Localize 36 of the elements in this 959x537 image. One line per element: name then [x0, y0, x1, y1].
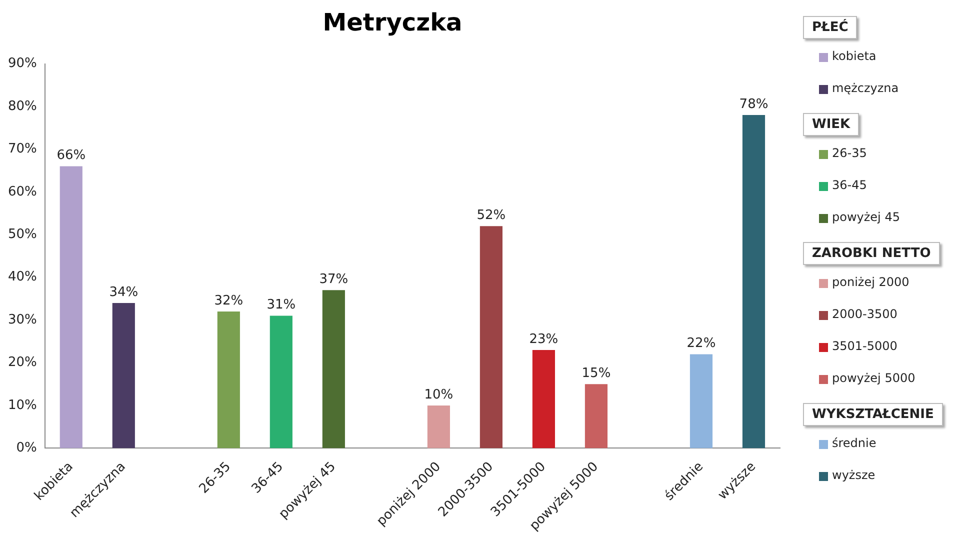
text: WYKSZTAŁCENIE [803, 403, 943, 426]
text: PŁEĆ [803, 16, 858, 39]
data-label: 66% [56, 148, 86, 164]
legend-label: powyżej 5000 [832, 371, 916, 385]
data-label: 10% [424, 387, 454, 402]
legend-label: mężczyzna [832, 81, 899, 95]
data-label: 52% [476, 208, 506, 223]
y-tick-label: 10% [8, 398, 37, 413]
y-tick-label: 0% [16, 440, 37, 456]
y-tick-label: 90% [8, 56, 37, 72]
data-label: 31% [266, 298, 296, 313]
y-tick-label: 50% [8, 227, 37, 242]
legend-label: 3501-5000 [832, 339, 898, 353]
data-label: 22% [686, 336, 716, 352]
legend-label: powyżej 45 [832, 210, 900, 224]
y-tick-label: 20% [8, 355, 37, 370]
legend-label: 36-45 [832, 178, 867, 192]
y-tick-label: 70% [8, 142, 37, 157]
y-tick-label: 60% [8, 184, 37, 200]
legend-label: średnie [832, 436, 876, 450]
text: WIEK [803, 113, 860, 136]
data-label: 78% [739, 96, 768, 112]
legend-label: poniżej 2000 [832, 275, 910, 289]
y-tick-label: 40% [8, 270, 37, 285]
text: ZAROBKI NETTO [803, 242, 940, 265]
data-label: 32% [214, 293, 244, 308]
y-tick-label: 30% [8, 312, 37, 328]
legend-label: kobieta [832, 49, 876, 63]
chart-title: Metryczka [322, 8, 462, 37]
data-label: 23% [529, 332, 558, 347]
legend-label: 2000-3500 [832, 307, 898, 321]
data-label: 37% [319, 272, 348, 288]
legend-label: 26-35 [832, 146, 867, 160]
y-tick-label: 80% [8, 98, 37, 114]
data-label: 34% [109, 284, 138, 300]
data-label: 15% [582, 366, 611, 382]
